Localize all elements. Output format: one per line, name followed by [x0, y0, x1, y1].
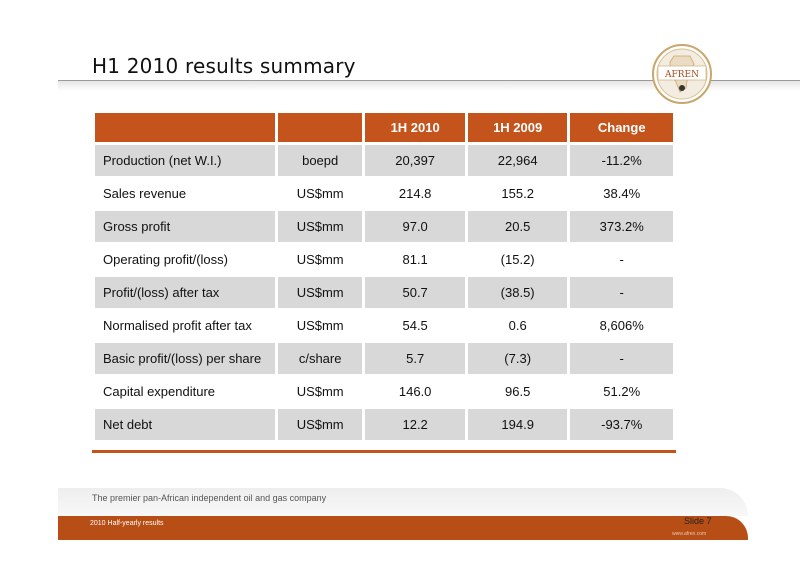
row-1h2009: (7.3)	[467, 343, 568, 374]
row-unit: US$mm	[277, 245, 363, 274]
row-1h2010: 97.0	[365, 211, 465, 242]
row-1h2009: 96.5	[467, 377, 568, 406]
row-label: Basic profit/(loss) per share	[95, 343, 275, 374]
header-1h2009: 1H 2009	[467, 113, 568, 142]
header-unit-cell	[277, 113, 363, 142]
row-unit: c/share	[277, 343, 363, 374]
header-1h2010: 1H 2010	[365, 113, 465, 142]
row-change: -	[570, 277, 673, 308]
row-unit: US$mm	[277, 179, 363, 208]
title-band	[58, 81, 800, 91]
row-1h2009: 194.9	[467, 409, 568, 440]
row-1h2010: 146.0	[365, 377, 465, 406]
row-label: Normalised profit after tax	[95, 311, 275, 340]
row-1h2010: 50.7	[365, 277, 465, 308]
row-label: Profit/(loss) after tax	[95, 277, 275, 308]
row-change: -11.2%	[570, 145, 673, 176]
table-row: Capital expenditure US$mm 146.0 96.5 51.…	[95, 377, 673, 406]
row-1h2010: 20,397	[365, 145, 465, 176]
logo-text: AFREN	[664, 70, 699, 80]
row-change: -	[570, 343, 673, 374]
row-label: Capital expenditure	[95, 377, 275, 406]
table-row: Basic profit/(loss) per share c/share 5.…	[95, 343, 673, 374]
row-label: Production (net W.I.)	[95, 145, 275, 176]
row-label: Gross profit	[95, 211, 275, 242]
row-1h2009: 20.5	[467, 211, 568, 242]
table-bottom-rule	[92, 450, 676, 453]
footer-band	[58, 488, 748, 516]
row-change: 8,606%	[570, 311, 673, 340]
row-unit: US$mm	[277, 311, 363, 340]
row-1h2009: (38.5)	[467, 277, 568, 308]
afren-logo: AFREN	[652, 44, 712, 104]
row-1h2009: 0.6	[467, 311, 568, 340]
footer-bar	[58, 516, 748, 540]
slide-number: Slide 7	[684, 516, 712, 526]
page-title: H1 2010 results summary	[92, 54, 356, 78]
footer-tagline: The premier pan-African independent oil …	[92, 493, 327, 503]
row-change: 38.4%	[570, 179, 673, 208]
row-1h2010: 214.8	[365, 179, 465, 208]
row-1h2010: 12.2	[365, 409, 465, 440]
table-row: Net debt US$mm 12.2 194.9 -93.7%	[95, 409, 673, 440]
footer-presentation-name: 2010 Half-yearly results	[90, 520, 164, 527]
table-row: Normalised profit after tax US$mm 54.5 0…	[95, 311, 673, 340]
table-header-row: 1H 2010 1H 2009 Change	[95, 113, 673, 142]
row-unit: boepd	[277, 145, 363, 176]
row-change: -	[570, 245, 673, 274]
results-table: 1H 2010 1H 2009 Change Production (net W…	[92, 110, 676, 443]
header-label-cell	[95, 113, 275, 142]
row-unit: US$mm	[277, 211, 363, 242]
row-1h2010: 5.7	[365, 343, 465, 374]
row-change: -93.7%	[570, 409, 673, 440]
row-1h2010: 81.1	[365, 245, 465, 274]
row-unit: US$mm	[277, 377, 363, 406]
row-1h2009: 22,964	[467, 145, 568, 176]
table-row: Gross profit US$mm 97.0 20.5 373.2%	[95, 211, 673, 242]
header-change: Change	[570, 113, 673, 142]
row-unit: US$mm	[277, 277, 363, 308]
row-1h2009: (15.2)	[467, 245, 568, 274]
row-unit: US$mm	[277, 409, 363, 440]
row-change: 373.2%	[570, 211, 673, 242]
table-row: Operating profit/(loss) US$mm 81.1 (15.2…	[95, 245, 673, 274]
row-label: Net debt	[95, 409, 275, 440]
row-1h2010: 54.5	[365, 311, 465, 340]
row-label: Sales revenue	[95, 179, 275, 208]
table-row: Profit/(loss) after tax US$mm 50.7 (38.5…	[95, 277, 673, 308]
table-row: Sales revenue US$mm 214.8 155.2 38.4%	[95, 179, 673, 208]
footer-url: www.afren.com	[672, 531, 707, 537]
row-1h2009: 155.2	[467, 179, 568, 208]
title-divider	[58, 80, 800, 81]
row-change: 51.2%	[570, 377, 673, 406]
row-label: Operating profit/(loss)	[95, 245, 275, 274]
table-row: Production (net W.I.) boepd 20,397 22,96…	[95, 145, 673, 176]
